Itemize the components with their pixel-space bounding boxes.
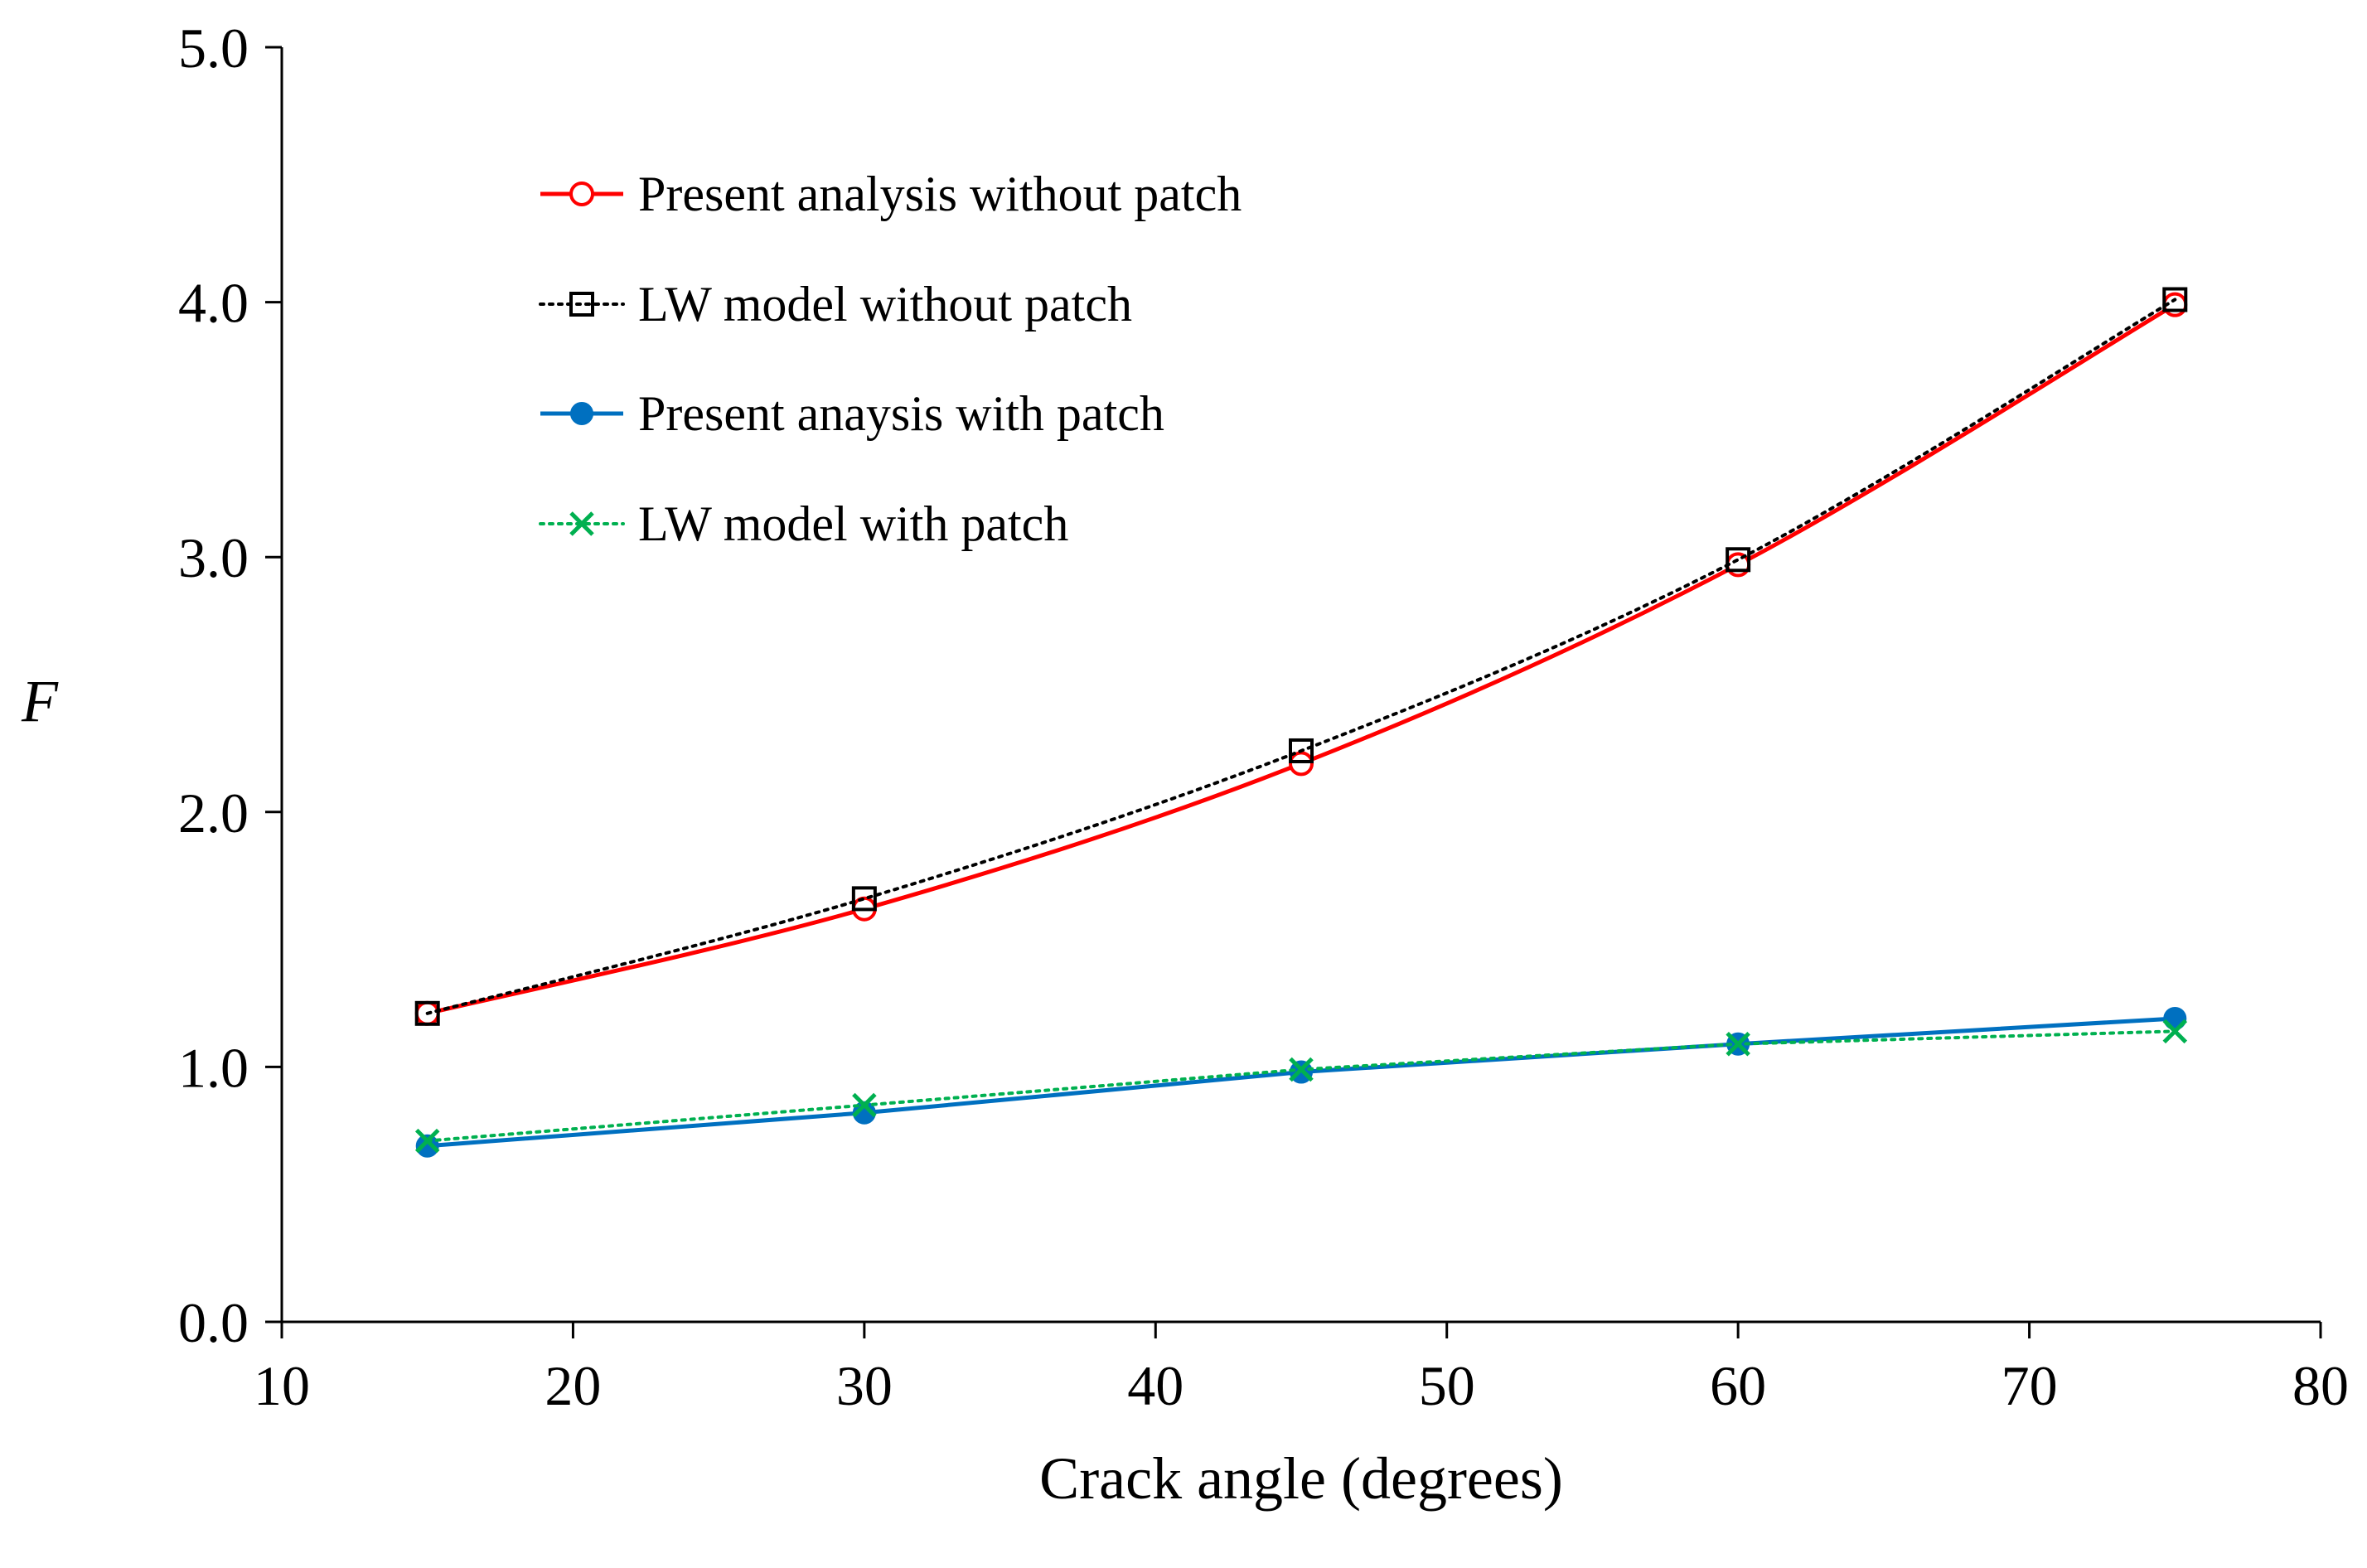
legend-label: Present anaysis with patch xyxy=(638,386,1164,441)
x-tick-label: 10 xyxy=(254,1354,310,1417)
series-2 xyxy=(414,287,2188,1026)
data-point xyxy=(2162,1019,2188,1044)
y-tick-label: 2.0 xyxy=(178,782,249,844)
x-tick-label: 40 xyxy=(1127,1354,1184,1417)
legend-marker xyxy=(569,292,594,317)
y-tick-label: 3.0 xyxy=(178,526,249,589)
data-point xyxy=(415,1134,439,1158)
data-point xyxy=(852,1101,876,1125)
x-tick-label: 80 xyxy=(2292,1354,2349,1417)
legend: Present analysis without patch LW model w… xyxy=(539,167,1242,551)
data-point xyxy=(1289,751,1314,777)
legend-marker xyxy=(569,181,594,206)
legend-marker xyxy=(569,511,594,536)
legend-label: LW model without patch xyxy=(638,277,1132,332)
series-4 xyxy=(414,1019,2188,1154)
data-point xyxy=(2162,287,2188,312)
data-point xyxy=(414,1128,440,1154)
data-point xyxy=(1289,1057,1314,1082)
legend-item: Present analysis without patch xyxy=(540,167,1242,221)
y-tick-label: 4.0 xyxy=(178,272,249,335)
y-axis-title: F xyxy=(21,668,59,734)
x-tick-label: 60 xyxy=(1710,1354,1766,1417)
axes: 0.0 1.0 2.0 3.0 4.0 5.0 10 20 30 40 50 60 70 80 xyxy=(178,17,2349,1417)
data-point xyxy=(852,1092,877,1118)
data-point xyxy=(851,886,877,912)
legend-label: Present analysis without patch xyxy=(638,167,1242,221)
x-tick-label: 70 xyxy=(2002,1354,2058,1417)
legend-item: LW model with patch xyxy=(539,496,1068,551)
data-point xyxy=(1726,547,1751,573)
series-3 xyxy=(415,1006,2187,1158)
plot-area xyxy=(414,287,2188,1158)
data-point xyxy=(414,1000,440,1026)
x-tick-label: 20 xyxy=(545,1354,601,1417)
legend-item: Present anaysis with patch xyxy=(540,386,1164,441)
legend-label: LW model with patch xyxy=(638,496,1068,551)
x-tick-label: 50 xyxy=(1419,1354,1475,1417)
data-point xyxy=(1289,738,1314,763)
series-line xyxy=(425,298,2177,1015)
x-axis-title: Crack angle (degrees) xyxy=(1039,1445,1563,1512)
x-tick-label: 30 xyxy=(836,1354,893,1417)
legend-marker xyxy=(570,402,593,425)
y-tick-label: 5.0 xyxy=(178,17,249,80)
data-point xyxy=(1726,1031,1750,1057)
y-tick-label: 1.0 xyxy=(178,1036,249,1099)
legend-item: LW model without patch xyxy=(539,277,1132,332)
y-tick-label: 0.0 xyxy=(178,1291,249,1354)
